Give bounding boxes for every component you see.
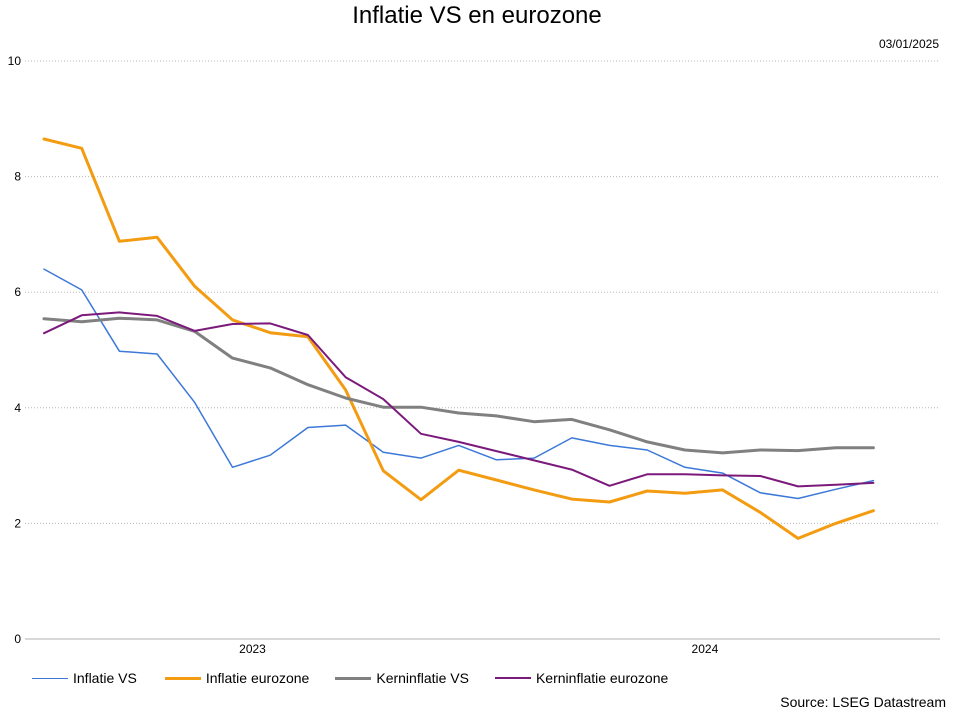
series-line-inflatie-vs bbox=[43, 268, 875, 500]
legend-item: Inflatie eurozone bbox=[164, 670, 310, 686]
y-tick-label: 0 bbox=[14, 632, 21, 646]
legend-item: Inflatie VS bbox=[32, 670, 137, 686]
gridlines bbox=[25, 60, 940, 640]
legend-item: Kerninflatie eurozone bbox=[494, 670, 669, 686]
legend-swatch bbox=[32, 677, 68, 679]
legend-item: Kerninflatie VS bbox=[335, 670, 469, 686]
legend-swatch bbox=[335, 676, 372, 680]
y-tick-label: 4 bbox=[14, 401, 21, 415]
series-lines bbox=[42, 137, 875, 540]
chart-title: Inflatie VS en eurozone bbox=[352, 2, 602, 29]
legend-swatch bbox=[494, 677, 531, 679]
legend-label: Inflatie VS bbox=[73, 670, 137, 686]
chart-date: 03/01/2025 bbox=[878, 37, 939, 51]
legend: Inflatie VS Inflatie eurozone Kerninflatie… bbox=[32, 670, 668, 686]
axis-ticks: 0 2 4 6 8 10 2023 2024 bbox=[8, 54, 719, 656]
x-tick-label: 2024 bbox=[692, 642, 719, 656]
series-line-inflatie-eurozone bbox=[42, 137, 875, 540]
source-note: Source: LSEG Datastream bbox=[780, 694, 946, 710]
legend-swatch bbox=[164, 676, 201, 680]
series-line-kerninflatie-eurozone bbox=[43, 311, 875, 488]
x-tick-label: 2023 bbox=[239, 642, 266, 656]
legend-label: Kerninflatie VS bbox=[376, 670, 469, 686]
y-tick-label: 2 bbox=[14, 516, 21, 530]
y-tick-label: 10 bbox=[8, 54, 22, 68]
legend-label: Inflatie eurozone bbox=[205, 670, 310, 686]
y-tick-label: 6 bbox=[14, 285, 21, 299]
y-tick-label: 8 bbox=[14, 170, 21, 184]
legend-label: Kerninflatie eurozone bbox=[535, 670, 669, 686]
series-line-kerninflatie-vs bbox=[42, 316, 875, 455]
